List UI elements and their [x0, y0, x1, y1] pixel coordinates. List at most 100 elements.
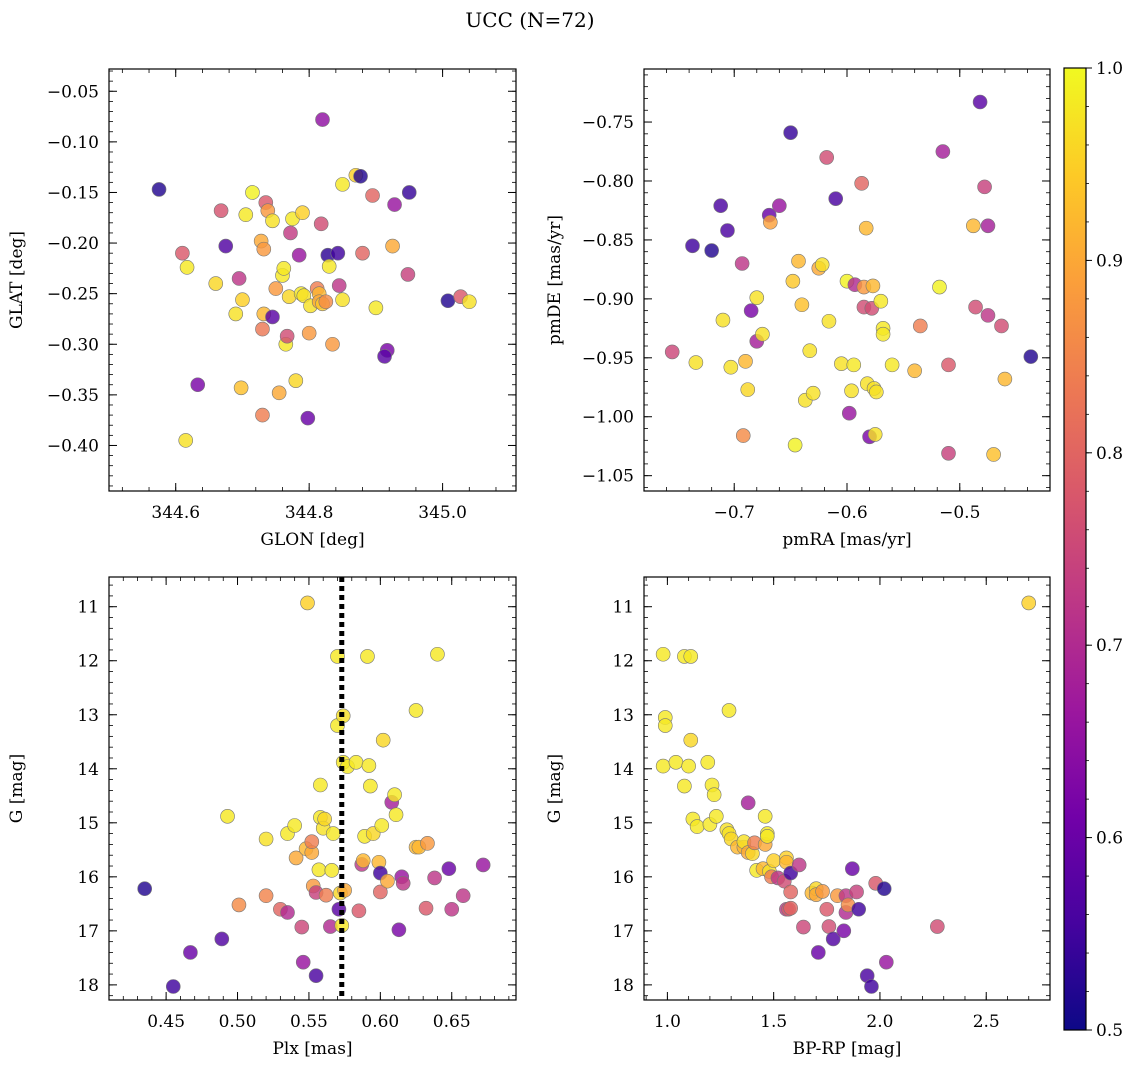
scatter-point — [258, 831, 274, 847]
scatter-point — [757, 809, 773, 824]
scatter-point — [296, 288, 312, 303]
scatter-point — [802, 343, 818, 359]
scatter-point — [869, 384, 884, 400]
y-tick-label: −0.80 — [582, 172, 634, 192]
y-tick-label: −0.35 — [47, 386, 99, 406]
scatter-point — [785, 273, 801, 289]
scatter-point — [980, 218, 996, 234]
scatter-point — [331, 278, 347, 293]
scatter-point — [783, 125, 798, 140]
scatter-point — [734, 256, 750, 271]
scatter-point — [287, 818, 302, 833]
x-tick-label: 2.5 — [973, 1012, 1000, 1032]
axes-frame — [643, 576, 1051, 1001]
scatter-point — [704, 243, 719, 258]
scatter-point — [318, 294, 334, 310]
x-tick-label: 344.8 — [285, 503, 334, 523]
scatter-point — [681, 758, 696, 774]
scatter-point — [720, 223, 735, 238]
scatter-point — [313, 777, 328, 793]
scatter-point — [907, 363, 922, 379]
scatter-point — [1021, 595, 1037, 611]
panel-plx-g: 0.45 0.50 0.55 0.60 0.65 11 12 13 14 15 16 17 18 Plx … — [7, 576, 517, 1059]
scatter-point — [183, 945, 198, 960]
scatter-points — [664, 94, 1039, 462]
y-axis-label: G [mag] — [545, 754, 565, 823]
scatter-point — [844, 383, 859, 399]
scatter-point — [740, 382, 756, 397]
y-axis-label: GLAT [deg] — [7, 231, 27, 329]
y-tick-label: −0.85 — [582, 231, 634, 251]
scatter-point — [281, 289, 297, 304]
colorbar-tick-label: 0.9 — [1096, 251, 1123, 271]
scatter-point — [791, 253, 806, 269]
scatter-point — [655, 646, 671, 662]
scatter-point — [805, 385, 821, 401]
x-axis-label: BP-RP [mag] — [793, 1039, 902, 1059]
scatter-point — [179, 260, 195, 275]
scatter-point — [330, 245, 346, 261]
scatter-point — [348, 754, 364, 770]
scatter-point — [291, 247, 307, 263]
scatter-point — [315, 112, 330, 127]
scatter-point — [715, 312, 731, 328]
scatter-point — [783, 900, 798, 916]
scatter-point — [738, 354, 753, 369]
y-tick-label: 18 — [612, 976, 634, 996]
x-axis-label: pmRA [mas/yr] — [782, 530, 911, 550]
y-axis-label: pmDE [mas/yr] — [545, 215, 565, 345]
scatter-point — [980, 308, 996, 323]
scatter-point — [375, 732, 391, 748]
scatter-point — [300, 410, 316, 426]
x-tick-label: 1.5 — [760, 1012, 787, 1032]
scatter-point — [708, 809, 724, 824]
scatter-point — [772, 198, 787, 214]
scatter-point — [228, 306, 244, 322]
y-tick-label: −0.10 — [47, 133, 99, 153]
scatter-point — [408, 703, 424, 718]
y-tick-label: −1.00 — [582, 408, 634, 428]
y-tick-label: 12 — [77, 652, 99, 672]
y-tick-label: −0.20 — [47, 234, 99, 254]
scatter-point — [873, 293, 889, 309]
scatter-point — [794, 297, 810, 313]
scatter-point — [208, 276, 224, 291]
colorbar-tick-label: 1.0 — [1096, 59, 1123, 79]
colorbar-tick-label: 0.7 — [1096, 636, 1123, 656]
scatter-point — [689, 819, 705, 834]
x-tick-label: 2.0 — [866, 1012, 893, 1032]
scatter-point — [400, 267, 416, 282]
scatter-point — [377, 349, 392, 364]
scatter-point — [791, 857, 807, 873]
x-tick-label: −0.6 — [826, 503, 867, 523]
y-tick-label: −0.90 — [582, 290, 634, 310]
scatter-point — [380, 873, 395, 889]
scatter-point — [268, 281, 284, 296]
x-tick-label: 345.0 — [418, 503, 467, 523]
scatter-point — [913, 318, 928, 334]
scatter-points — [137, 595, 491, 994]
scatter-point — [455, 888, 471, 904]
scatter-point — [723, 359, 739, 375]
scatter-point — [865, 278, 881, 294]
scatter-point — [190, 377, 206, 393]
scatter-point — [700, 754, 716, 770]
scatter-point — [214, 931, 230, 947]
y-tick-label: −0.30 — [47, 335, 99, 355]
scatter-point — [301, 325, 317, 341]
scatter-point — [279, 328, 295, 344]
scatter-point — [430, 646, 445, 662]
scatter-point — [935, 144, 951, 159]
scatter-point — [265, 309, 280, 325]
panel-pmra-pmde: −0.7 −0.6 −0.5 −1.05 −1.00 −0.95 −0.90 −0.85 −0.… — [545, 68, 1051, 550]
y-tick-label: −0.15 — [47, 183, 99, 203]
scatter-point — [966, 218, 981, 234]
scatter-point — [735, 428, 751, 443]
scatter-point — [325, 336, 340, 352]
scatter-point — [997, 371, 1013, 387]
scatter-point — [441, 861, 457, 877]
scatter-point — [1023, 349, 1039, 364]
scatter-point — [256, 241, 272, 257]
scatter-point — [444, 901, 460, 917]
scatter-point — [220, 809, 235, 824]
